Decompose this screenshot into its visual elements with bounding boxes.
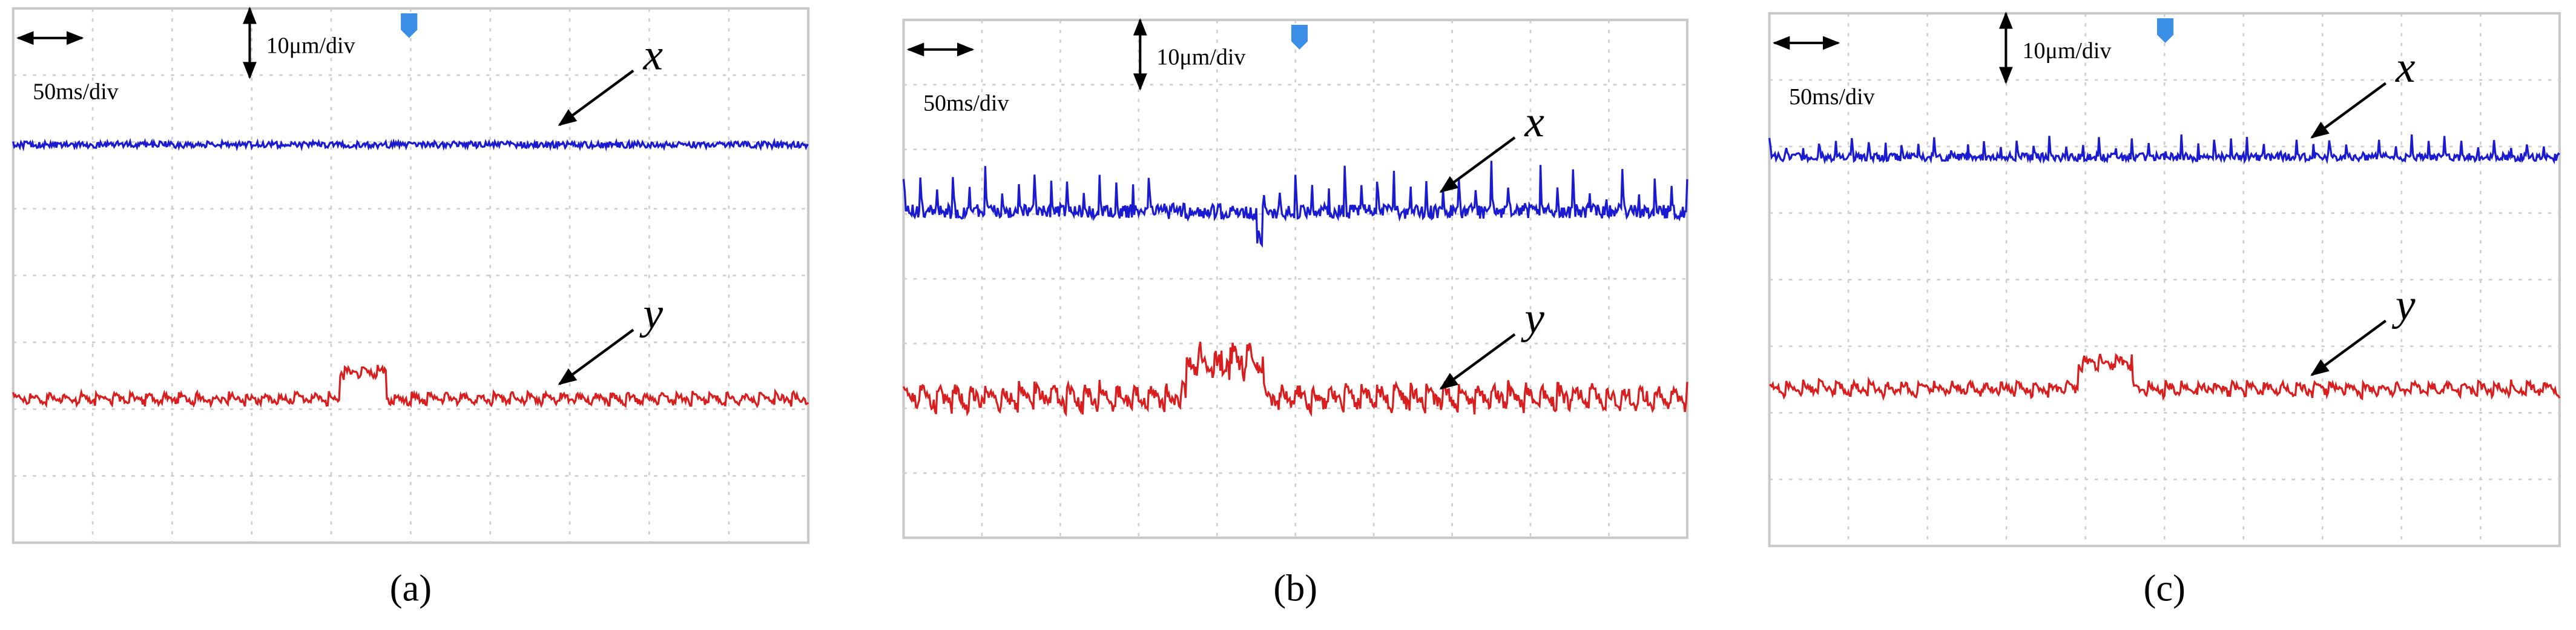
trace-label: y bbox=[2391, 280, 2416, 329]
time-scale: 50ms/div bbox=[923, 91, 1009, 116]
scope-panel: 50ms/div 10μm/div x y bbox=[1768, 12, 2561, 548]
y-trace bbox=[1769, 353, 2561, 401]
panel-caption: (b) bbox=[1273, 568, 1317, 609]
y-trace bbox=[902, 341, 1688, 417]
trace-label: x bbox=[2395, 42, 2416, 91]
y-trace bbox=[12, 364, 809, 409]
trace-label: y bbox=[639, 289, 663, 338]
x-trace bbox=[12, 138, 809, 152]
time-scale: 50ms/div bbox=[33, 79, 118, 105]
scope-panel: 50ms/div 10μm/div x y bbox=[902, 18, 1688, 539]
trigger-marker bbox=[2157, 18, 2174, 43]
trigger-marker bbox=[401, 13, 418, 38]
amplitude-scale: 10μm/div bbox=[266, 33, 355, 59]
panel-caption: (c) bbox=[2144, 568, 2186, 609]
scope-panel: 50ms/div 10μm/div x y bbox=[12, 7, 810, 544]
label-arrow bbox=[2310, 82, 2387, 139]
trace-label: x bbox=[642, 30, 663, 79]
x-trace bbox=[1768, 134, 2560, 165]
label-arrow bbox=[1439, 136, 1516, 193]
trace-label: y bbox=[1520, 294, 1544, 343]
time-scale: 50ms/div bbox=[1789, 84, 1874, 110]
label-arrow bbox=[2310, 319, 2387, 376]
label-arrow bbox=[1439, 333, 1516, 390]
x-trace bbox=[902, 161, 1688, 248]
trace-label: x bbox=[1524, 97, 1544, 146]
label-arrow bbox=[558, 328, 634, 385]
panel-caption: (a) bbox=[390, 568, 432, 609]
amplitude-scale: 10μm/div bbox=[2023, 38, 2112, 64]
trigger-marker bbox=[1291, 25, 1308, 50]
label-arrow bbox=[558, 69, 634, 127]
amplitude-scale: 10μm/div bbox=[1156, 45, 1245, 70]
